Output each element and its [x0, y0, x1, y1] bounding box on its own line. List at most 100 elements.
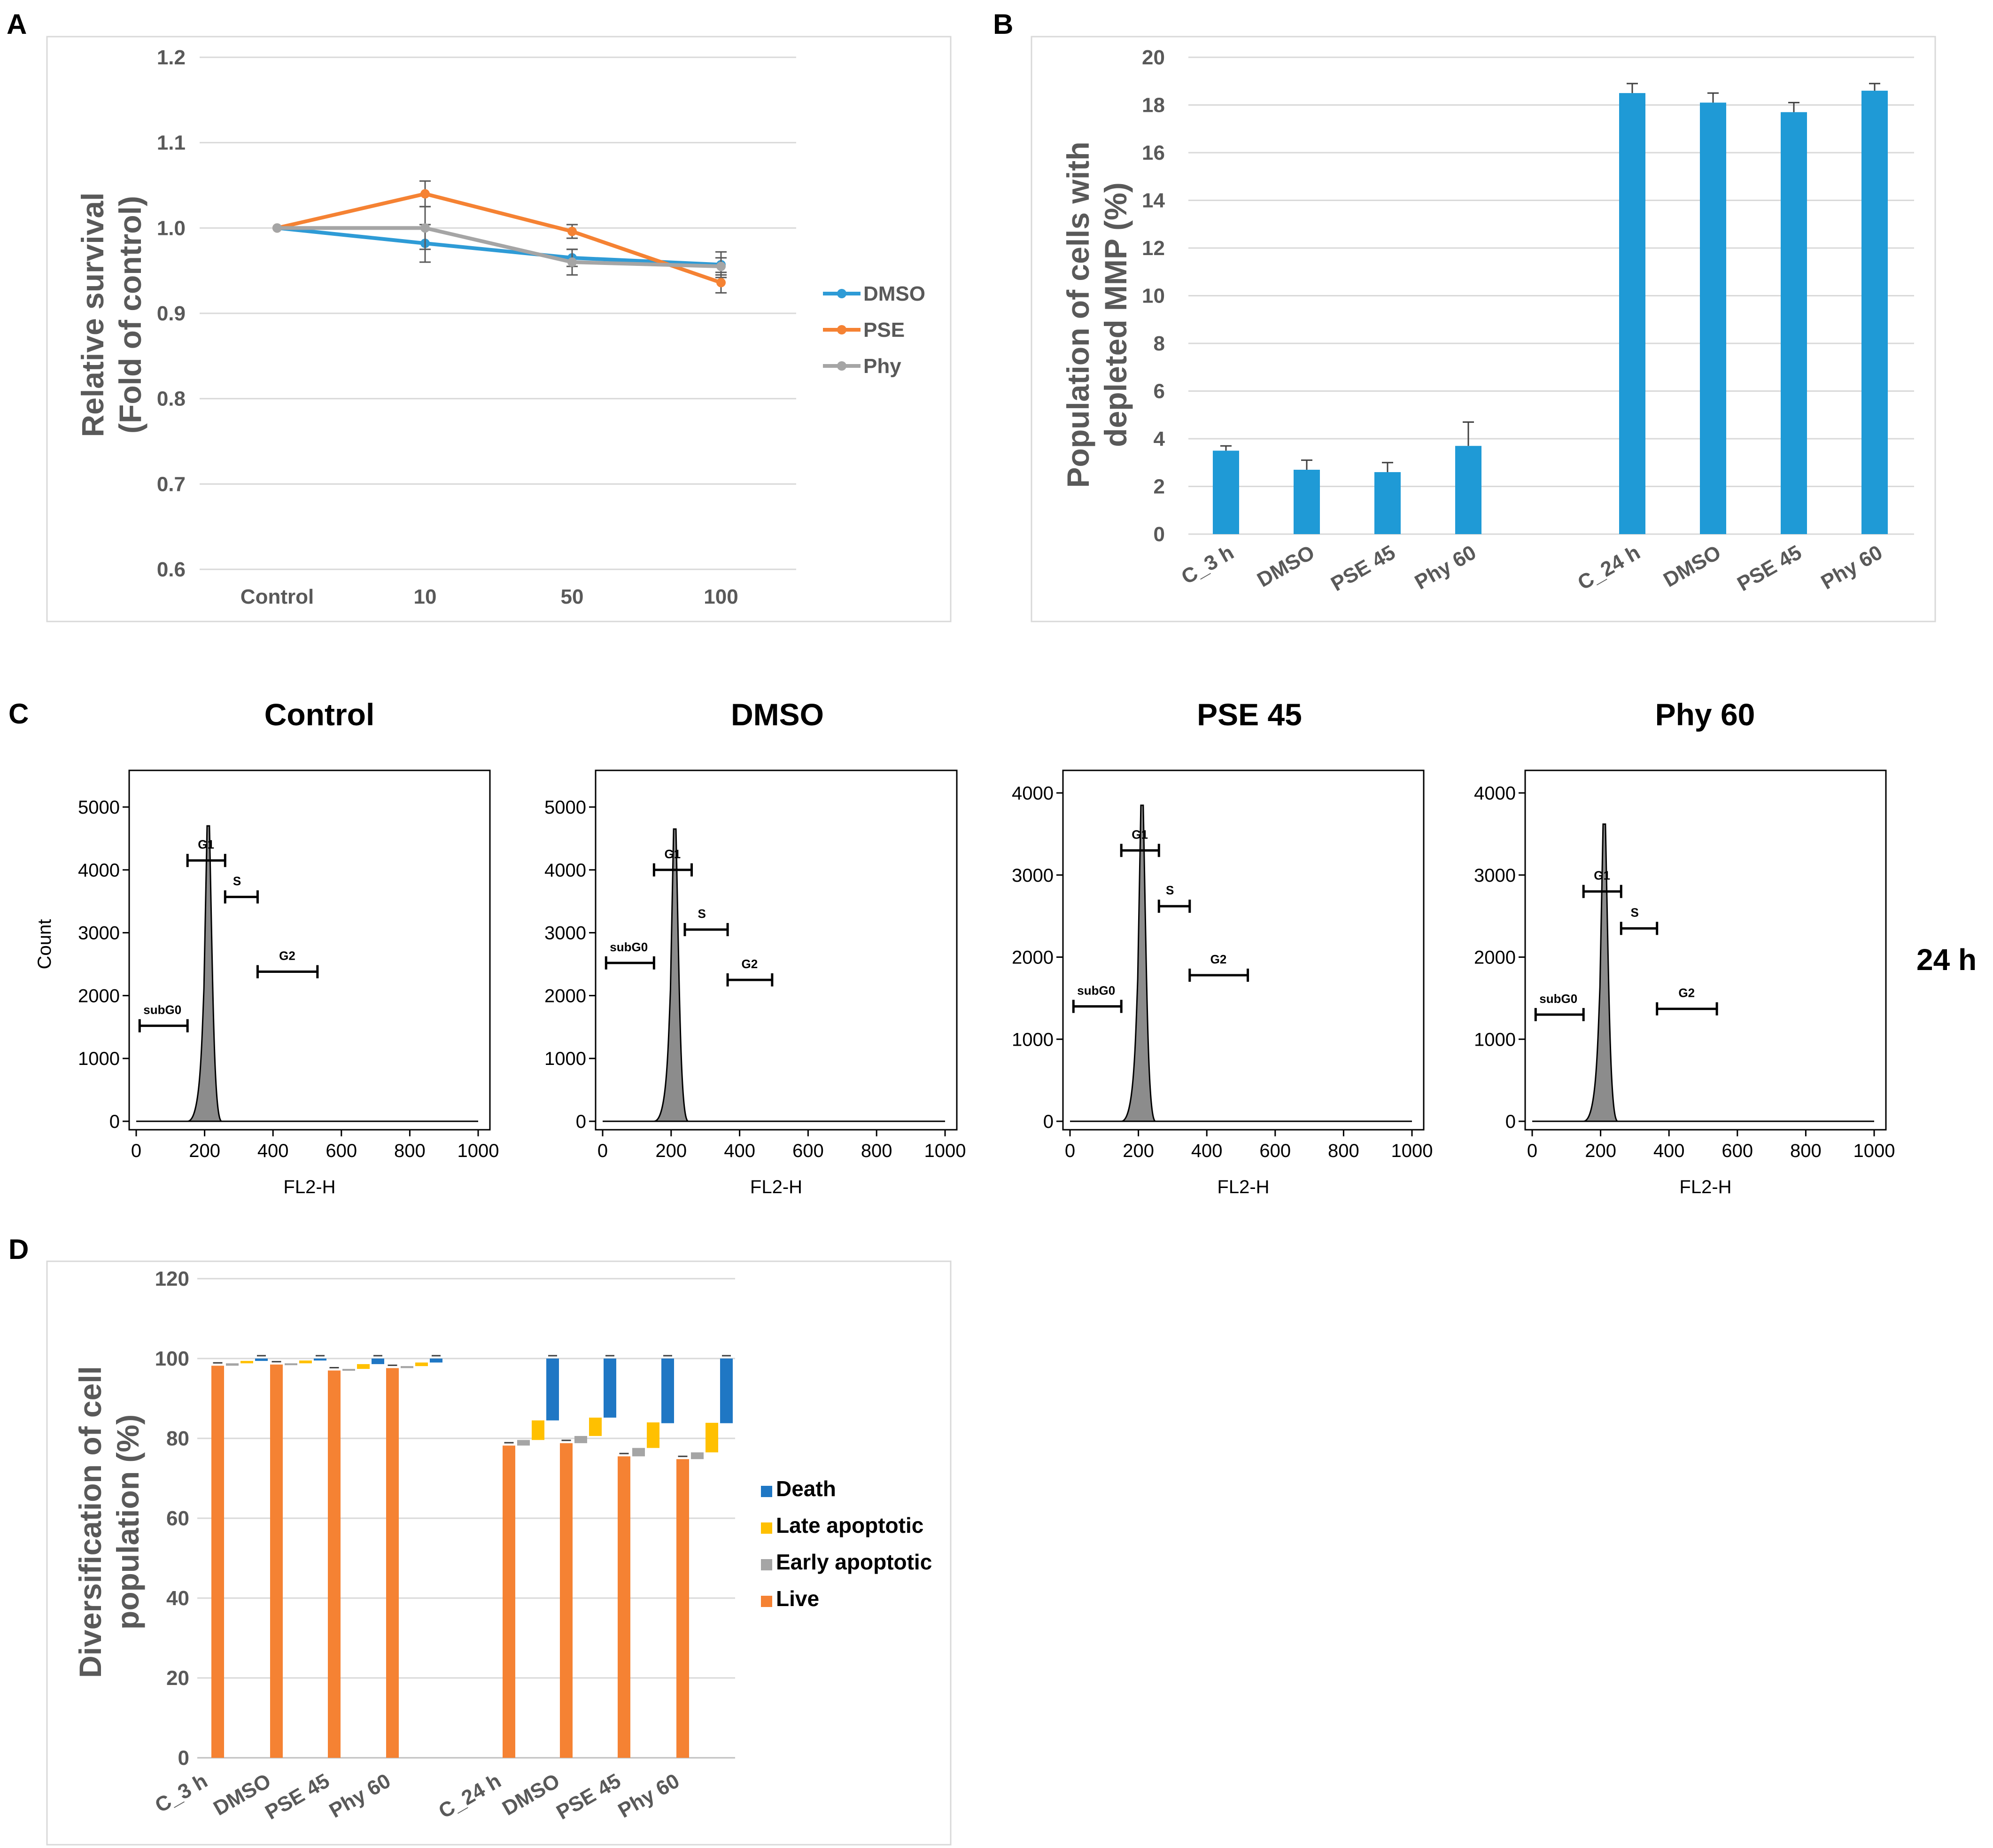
panel-d-bar-late-apoptotic [240, 1361, 253, 1364]
panel-b-bar [1700, 102, 1726, 535]
histogram-plot-0: Control 0 1000 2000 3000 4000 5000 0 200 400 600 80… [78, 697, 499, 1197]
panel-a-frame [46, 36, 952, 622]
panel-b-ytick-label: 2 [1154, 475, 1165, 498]
panel-b-ytick-label: 8 [1154, 332, 1165, 355]
panel-b-ytick-label: 18 [1142, 94, 1165, 117]
panel-b-bar [1455, 446, 1481, 534]
panel-b-ytick-label: 20 [1142, 46, 1165, 69]
histogram-plot-2: PSE 45 0 1000 2000 3000 4000 0 200 400 600 800 1000… [1012, 697, 1433, 1197]
panel-label-b: B [993, 8, 1013, 40]
panel-d-legend-label: Death [776, 1476, 836, 1501]
histogram-xtick-label: 600 [326, 1141, 357, 1161]
histogram-ytick-label: 4000 [1474, 783, 1516, 804]
panel-d-bar-late-apoptotic [415, 1362, 428, 1367]
panel-d-ytick-label: 40 [166, 1587, 189, 1610]
histogram-xlabel: FL2-H [750, 1177, 802, 1197]
histogram-xlabel: FL2-H [1679, 1177, 1731, 1197]
histogram-xlabel: FL2-H [1217, 1177, 1269, 1197]
gate-label: subG0 [1077, 983, 1115, 997]
panel-a-xtick-label: 50 [561, 585, 584, 608]
panel-d-bar-live [618, 1456, 630, 1758]
gate-label: S [698, 907, 706, 921]
panel-d-bar-live [270, 1364, 283, 1758]
panel-d-bar-death [546, 1359, 559, 1421]
panel-b-bar-chart: Population of cells with depleted MMP (%… [1031, 36, 1936, 622]
panel-d-bar-early-apoptotic [285, 1363, 297, 1366]
gate-label: G2 [1210, 952, 1227, 966]
histogram-xtick-label: 1000 [1391, 1141, 1433, 1161]
panel-b-ytick-label: 12 [1142, 237, 1165, 260]
histogram-xtick-label: 400 [724, 1141, 755, 1161]
panel-a-xtick-label: 100 [704, 585, 738, 608]
histogram-xtick-label: 800 [1790, 1141, 1822, 1161]
panel-d-bar-early-apoptotic [342, 1369, 355, 1371]
panel-d-bar-live [676, 1459, 689, 1758]
panel-d-stacked-bar-chart: Diversification of cell population (%) 0… [46, 1260, 952, 1846]
histogram-frame [1524, 769, 1887, 1131]
panel-a-legend-label: DMSO [863, 282, 925, 305]
panel-d-legend-label: Live [776, 1586, 819, 1611]
histogram-xtick-label: 600 [1722, 1141, 1753, 1161]
panel-a-point-phy [716, 262, 726, 272]
histogram-xtick-label: 0 [1065, 1141, 1075, 1161]
panel-label-c: C [8, 698, 29, 730]
histogram-frame [1062, 769, 1425, 1131]
histogram-ytick-label: 4000 [1012, 783, 1054, 804]
panel-d-bar-early-apoptotic [574, 1436, 587, 1444]
panel-a-ytick-label: 0.9 [157, 302, 186, 325]
panel-label-a: A [7, 8, 27, 40]
panel-d-ytick-label: 80 [166, 1427, 189, 1450]
histogram-ytick-label: 2000 [1012, 947, 1054, 968]
panel-a-point-pse [716, 278, 726, 287]
panel-d-legend-swatch [761, 1522, 772, 1534]
panel-a-legend-marker [837, 289, 846, 298]
panel-d-bar-live [560, 1443, 573, 1758]
histogram-ytick-label: 0 [1043, 1111, 1054, 1132]
histogram-xtick-label: 0 [1527, 1141, 1537, 1161]
panel-c-histograms: Count 24 h Control0100020003000400050000… [34, 697, 1977, 1197]
panel-d-ylabel-line1: Diversification of cell [73, 1366, 108, 1678]
panel-d-bar-early-apoptotic [632, 1448, 645, 1457]
histogram-peak [654, 828, 689, 1122]
panel-a-point-pse [420, 189, 430, 199]
gate-label: subG0 [143, 1003, 181, 1017]
gate-label: G1 [198, 838, 214, 852]
panel-b-ytick-label: 10 [1142, 285, 1165, 308]
histogram-ytick-label: 4000 [544, 860, 586, 881]
panel-d-bar-death [661, 1359, 674, 1423]
gate-label: G2 [1678, 986, 1695, 1000]
panel-d-bar-late-apoptotic [647, 1422, 659, 1448]
panel-d-bar-late-apoptotic [299, 1360, 312, 1364]
gate-label: G2 [741, 957, 758, 971]
histogram-xtick-label: 800 [394, 1141, 426, 1161]
panel-a-ytick-label: 1.1 [157, 132, 186, 155]
panel-b-ylabel-line1: Population of cells with [1061, 141, 1095, 488]
panel-d-bar-early-apoptotic [401, 1366, 413, 1368]
histogram-ytick-label: 0 [1505, 1111, 1516, 1132]
gate-label: S [233, 874, 241, 888]
histogram-title: Control [264, 697, 375, 732]
panel-a-series-line-pse [277, 192, 722, 285]
histogram-frame [595, 769, 958, 1131]
histogram-ytick-label: 1000 [1012, 1029, 1054, 1050]
panel-d-bar-death [604, 1359, 616, 1418]
panel-a-series-line-phy [277, 226, 721, 269]
histogram-ytick-label: 2000 [1474, 947, 1516, 968]
histogram-title: PSE 45 [1197, 697, 1302, 732]
panel-d-bar-early-apoptotic [517, 1440, 530, 1446]
panel-c-time-label: 24 h [1916, 943, 1977, 977]
gate-label: subG0 [1539, 992, 1577, 1006]
panel-d-bar-death [372, 1359, 384, 1364]
histogram-ytick-label: 0 [576, 1111, 586, 1132]
panel-d-bar-early-apoptotic [226, 1363, 239, 1366]
panel-b-bar [1294, 469, 1320, 534]
histogram-xtick-label: 600 [792, 1141, 824, 1161]
panel-d-ytick-label: 0 [178, 1747, 189, 1770]
panel-b-bar [1619, 93, 1645, 534]
panel-d-bar-death [720, 1359, 733, 1423]
histogram-xtick-label: 800 [1328, 1141, 1359, 1161]
histogram-ytick-label: 5000 [78, 797, 120, 818]
panel-d-ytick-label: 120 [155, 1267, 189, 1290]
histogram-xtick-label: 200 [189, 1141, 220, 1161]
histogram-ytick-label: 4000 [78, 860, 120, 881]
